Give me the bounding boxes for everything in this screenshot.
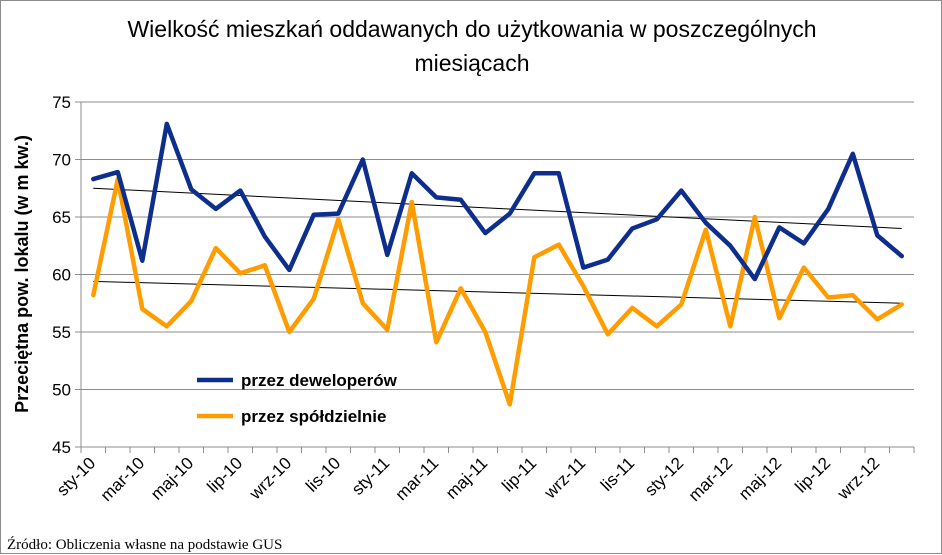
x-tick-label: sty-11 [348,454,393,499]
x-tick-label: mar-11 [392,454,443,505]
y-tick-label: 45 [52,438,71,457]
x-tick-label: sty-12 [641,454,687,500]
trendline [93,187,902,229]
legend-label: przez deweloperów [241,371,398,390]
x-tick-label: sty-10 [53,454,99,500]
chart-title-line1: Wielkość mieszkań oddawanych do użytkowa… [127,16,816,42]
x-tick-label: lis-10 [302,454,344,496]
x-tick-label: mar-12 [685,454,737,506]
y-tick-label: 65 [52,208,71,227]
x-tick-label: wrz-12 [833,454,883,504]
y-tick-label: 70 [52,151,71,170]
legend-label: przez spółdzielnie [241,407,386,426]
y-axis-label: Przeciętna pow. lokalu (w m kw.) [12,135,32,413]
y-tick-label: 50 [52,381,71,400]
x-tick-label: maj-10 [147,454,197,504]
x-tick-label: lip-12 [791,454,834,497]
chart-title-line2: miesiącach [414,50,529,76]
x-tick-label: lis-11 [597,454,638,495]
series-line [91,121,905,282]
trendline-layer [93,187,902,304]
x-tick-label: lip-11 [498,454,540,496]
x-tick-label: wrz-10 [245,454,295,504]
source-note: Źródło: Obliczenia własne na podstawie G… [7,536,282,553]
x-tick-label: maj-12 [735,454,785,504]
x-tick-label: maj-11 [442,454,491,503]
x-tick-label: lip-10 [203,454,246,497]
x-tick-label: wrz-11 [540,454,589,503]
grid-layer [81,101,914,390]
series-line [91,176,905,407]
legend: przez deweloperów przez spółdzielnie [197,371,398,426]
y-tick-label: 60 [52,266,71,285]
trendline [93,280,902,304]
y-tick-label: 75 [52,93,71,112]
y-tick-label: 55 [52,323,71,342]
series-layer [91,121,905,407]
x-tick-label: mar-10 [97,454,149,506]
